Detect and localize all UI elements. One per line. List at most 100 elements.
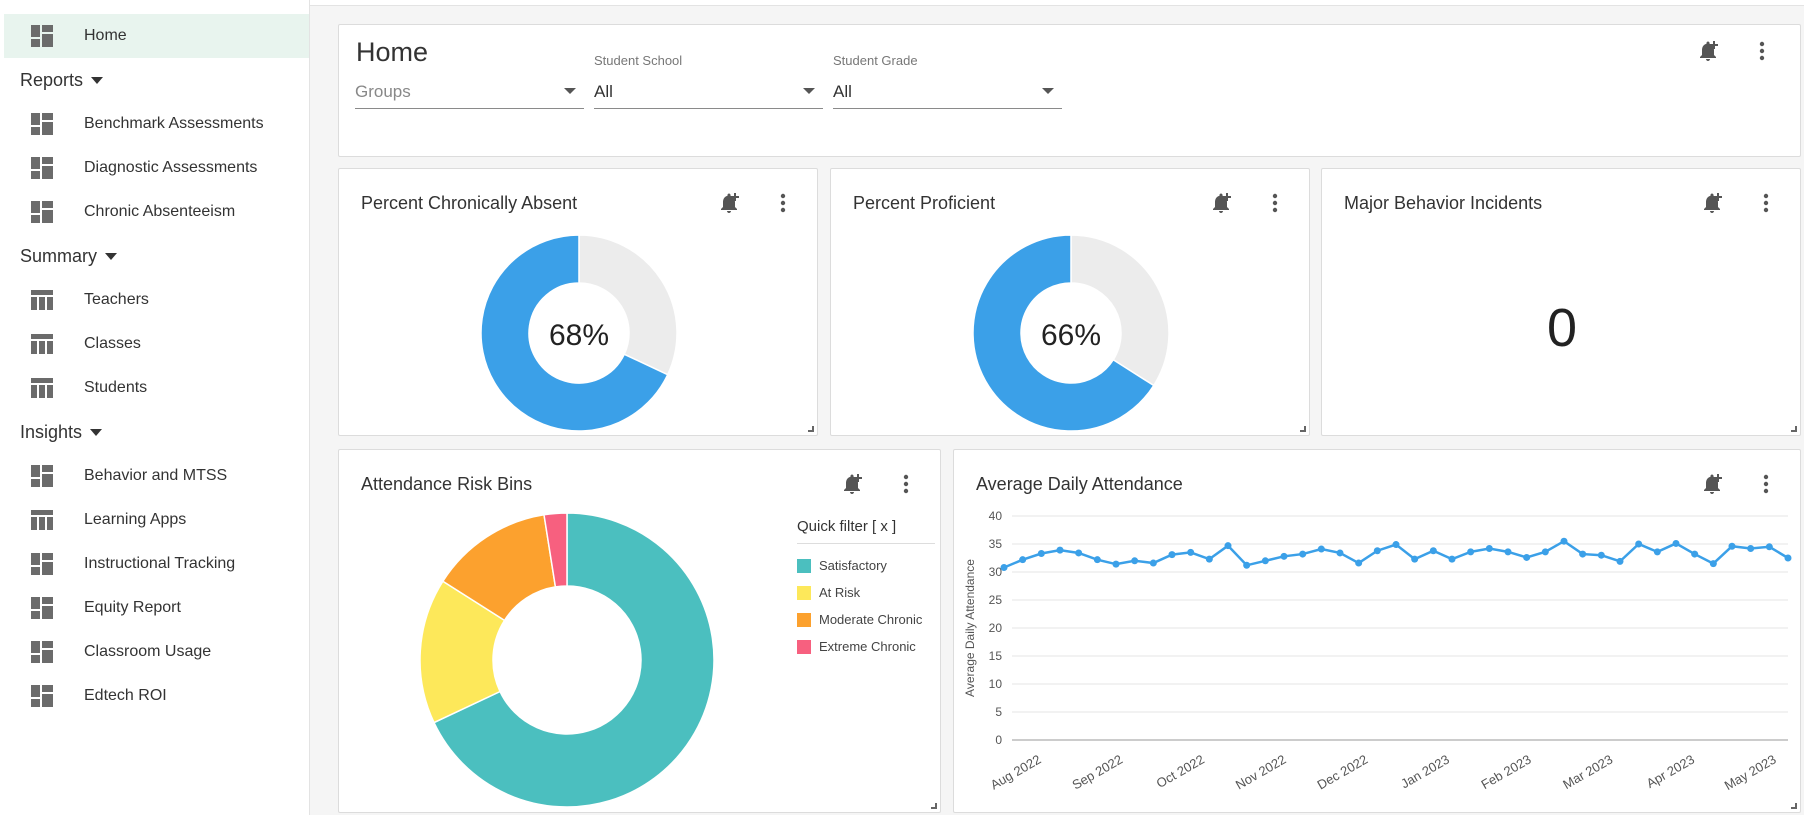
resize-handle[interactable] (1791, 803, 1797, 809)
sidebar-item-classroom-usage[interactable]: Classroom Usage (0, 630, 309, 674)
quick-filter-clear[interactable]: Quick filter [ x ] (797, 518, 935, 544)
data-point[interactable] (1429, 547, 1437, 555)
add-alert-icon[interactable] (1696, 39, 1720, 63)
data-point[interactable] (1635, 540, 1643, 548)
data-point[interactable] (1093, 556, 1101, 564)
data-point[interactable] (1784, 554, 1792, 562)
data-point[interactable] (1467, 548, 1475, 556)
legend-item-at-risk[interactable]: At Risk (797, 585, 860, 600)
sidebar-section-summary[interactable]: Summary (0, 234, 309, 278)
behavior-incidents-card: Major Behavior Incidents 0 (1321, 168, 1801, 436)
data-point[interactable] (1187, 548, 1195, 556)
data-point[interactable] (1000, 564, 1008, 572)
more-vert-icon[interactable] (771, 191, 795, 215)
add-alert-icon[interactable] (1700, 472, 1724, 496)
sidebar-item-chronic-absenteeism[interactable]: Chronic Absenteeism (0, 190, 309, 234)
data-point[interactable] (1224, 542, 1232, 550)
data-point[interactable] (1541, 548, 1549, 556)
legend-item-extreme-chronic[interactable]: Extreme Chronic (797, 639, 916, 654)
x-tick-label: Oct 2022 (1154, 752, 1207, 791)
sidebar-section-reports[interactable]: Reports (0, 58, 309, 102)
more-vert-icon[interactable] (1754, 191, 1778, 215)
slice-extreme-chronic[interactable] (543, 512, 568, 588)
x-tick-label: Aug 2022 (988, 752, 1044, 793)
more-vert-icon[interactable] (894, 472, 918, 496)
sidebar-section-insights[interactable]: Insights (0, 410, 309, 454)
data-point[interactable] (1523, 553, 1531, 561)
resize-handle[interactable] (1300, 426, 1306, 432)
data-point[interactable] (1672, 539, 1680, 547)
resize-handle[interactable] (808, 426, 814, 432)
donut-remaining-slice[interactable] (578, 234, 678, 376)
groups-select[interactable]: Groups (355, 67, 584, 109)
sidebar-item-students[interactable]: Students (0, 366, 309, 410)
sidebar-item-edtech-roi[interactable]: Edtech ROI (0, 674, 309, 718)
data-point[interactable] (1579, 550, 1587, 558)
more-vert-icon[interactable] (1263, 191, 1287, 215)
data-point[interactable] (1243, 561, 1251, 569)
data-point[interactable] (1560, 537, 1568, 545)
more-vert-icon[interactable] (1750, 39, 1774, 63)
data-point[interactable] (1299, 550, 1307, 558)
data-point[interactable] (1448, 555, 1456, 563)
data-point[interactable] (1411, 555, 1419, 563)
sidebar-item-home[interactable]: Home (4, 14, 309, 58)
data-point[interactable] (1616, 557, 1624, 565)
legend-label: At Risk (819, 585, 861, 600)
data-point[interactable] (1112, 560, 1120, 568)
data-point[interactable] (1392, 541, 1400, 549)
data-point[interactable] (1056, 546, 1064, 554)
sidebar-item-instructional-tracking[interactable]: Instructional Tracking (0, 542, 309, 586)
section-label: Insights (20, 421, 83, 442)
data-point[interactable] (1205, 555, 1213, 563)
data-point[interactable] (1597, 551, 1605, 559)
sidebar-item-behavior-and-mtss[interactable]: Behavior and MTSS (0, 454, 309, 498)
resize-handle[interactable] (931, 803, 937, 809)
resize-handle[interactable] (1791, 426, 1797, 432)
data-point[interactable] (1691, 550, 1699, 558)
legend-label: Extreme Chronic (819, 639, 916, 654)
add-alert-icon[interactable] (717, 191, 741, 215)
donut-remaining-slice[interactable] (1070, 234, 1170, 387)
sidebar-item-equity-report[interactable]: Equity Report (0, 586, 309, 630)
legend-item-satisfactory[interactable]: Satisfactory (797, 558, 887, 573)
dashboard-icon (30, 464, 54, 488)
data-point[interactable] (1653, 548, 1661, 556)
data-point[interactable] (1336, 549, 1344, 557)
data-point[interactable] (1504, 548, 1512, 556)
add-alert-icon[interactable] (1209, 191, 1233, 215)
data-point[interactable] (1037, 550, 1045, 558)
data-point[interactable] (1317, 545, 1325, 553)
data-point[interactable] (1728, 542, 1736, 550)
donut-value-slice[interactable] (972, 234, 1155, 432)
data-point[interactable] (1261, 557, 1269, 565)
legend-swatch (797, 558, 811, 573)
sidebar-item-learning-apps[interactable]: Learning Apps (0, 498, 309, 542)
sidebar-item-classes[interactable]: Classes (0, 322, 309, 366)
data-point[interactable] (1019, 556, 1027, 564)
donut-value-slice[interactable] (480, 234, 669, 432)
data-point[interactable] (1131, 557, 1139, 565)
sidebar-item-benchmark-assessments[interactable]: Benchmark Assessments (0, 102, 309, 146)
data-point[interactable] (1355, 559, 1363, 567)
dashboard-icon (30, 156, 54, 180)
data-point[interactable] (1280, 552, 1288, 560)
sidebar-item-teachers[interactable]: Teachers (0, 278, 309, 322)
slice-satisfactory[interactable] (432, 512, 715, 808)
data-point[interactable] (1485, 544, 1493, 552)
data-point[interactable] (1373, 547, 1381, 555)
data-point[interactable] (1075, 549, 1083, 557)
section-label: Summary (20, 245, 98, 266)
data-point[interactable] (1765, 543, 1773, 551)
data-point[interactable] (1149, 559, 1157, 567)
data-point[interactable] (1747, 544, 1755, 552)
data-point[interactable] (1168, 551, 1176, 559)
add-alert-icon[interactable] (840, 472, 864, 496)
more-vert-icon[interactable] (1754, 472, 1778, 496)
add-alert-icon[interactable] (1700, 191, 1724, 215)
student-grade-select[interactable]: Student Grade All (833, 53, 1062, 109)
data-point[interactable] (1709, 560, 1717, 568)
student-school-select[interactable]: Student School All (594, 53, 823, 109)
legend-item-moderate-chronic[interactable]: Moderate Chronic (797, 612, 922, 627)
sidebar-item-diagnostic-assessments[interactable]: Diagnostic Assessments (0, 146, 309, 190)
